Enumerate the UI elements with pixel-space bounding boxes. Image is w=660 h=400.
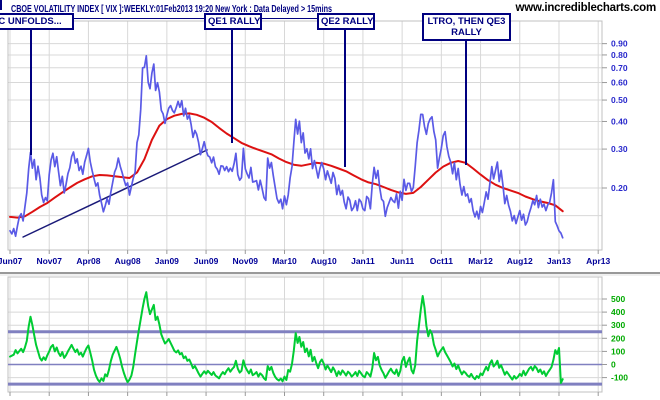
vix-weekly-close-line <box>9 55 564 239</box>
annotation-qe1-rally: QE1 RALLY <box>204 13 262 30</box>
y-axis-label: 0.70 <box>611 63 628 73</box>
trendline-line <box>22 149 208 238</box>
annotation-text: QE2 RALLY <box>321 16 374 27</box>
watermark-link[interactable]: www.incrediblecharts.com <box>515 2 657 14</box>
annotation-text: C UNFOLDS... <box>0 16 62 27</box>
y-axis-label: 0.40 <box>611 116 628 126</box>
title-underline <box>10 18 346 19</box>
indicator-line <box>9 291 564 384</box>
annotation-text: LTRO, THEN QE3 <box>427 16 506 27</box>
x-axis-label: Mar12 <box>468 256 493 266</box>
annotation-text: QE1 RALLY <box>208 16 261 27</box>
annotation-text: RALLY <box>451 27 482 38</box>
indicator-axis-label: -100 <box>611 373 628 383</box>
x-axis-label: Jan13 <box>547 256 571 266</box>
x-axis-label: Jun11 <box>390 256 414 266</box>
x-axis-label: Mar10 <box>272 256 297 266</box>
annotation-ltro-qe3-rally: LTRO, THEN QE3 RALLY <box>422 13 511 41</box>
chart-title: CBOE VOLATILITY INDEX [ VIX ]:WEEKLY:01F… <box>11 4 332 15</box>
x-axis-label: Apr13 <box>586 256 610 266</box>
indicator-axis-label: 100 <box>611 346 625 356</box>
y-axis-label: 0.90 <box>611 39 628 49</box>
x-axis-label: Nov09 <box>233 256 259 266</box>
x-axis-label: Apr08 <box>76 256 100 266</box>
y-axis-label: 0.20 <box>611 183 628 193</box>
y-axis-label: 0.30 <box>611 144 628 154</box>
indicator-axis-label: 300 <box>611 320 625 330</box>
plot-border <box>7 276 603 393</box>
indicator-axis-label: 0 <box>611 360 616 370</box>
y-axis-label: 0.60 <box>611 78 628 88</box>
y-axis-label: 0.50 <box>611 95 628 105</box>
x-axis-label: Aug12 <box>507 256 533 266</box>
indicator-axis-label: 400 <box>611 307 625 317</box>
frame-edge-mark <box>0 0 2 10</box>
x-axis-label: Aug08 <box>115 256 141 266</box>
moving-average-line <box>9 112 564 219</box>
x-axis-label: Jun07 <box>0 256 23 266</box>
x-axis-label: Jan11 <box>351 256 375 266</box>
indicator-axis-label: 500 <box>611 294 625 304</box>
x-axis-label: Aug10 <box>311 256 337 266</box>
x-axis-label: Jun09 <box>194 256 219 266</box>
annotation-gfc-unfolds: C UNFOLDS... <box>0 13 74 30</box>
y-axis-label: 0.80 <box>611 50 628 60</box>
annotation-qe2-rally: QE2 RALLY <box>317 13 375 30</box>
x-axis-label: Nov07 <box>36 256 62 266</box>
x-axis-label: Jan09 <box>155 256 179 266</box>
indicator-axis-label: 200 <box>611 333 625 343</box>
x-axis-label: Oct11 <box>430 256 453 266</box>
plot-border <box>7 20 603 251</box>
